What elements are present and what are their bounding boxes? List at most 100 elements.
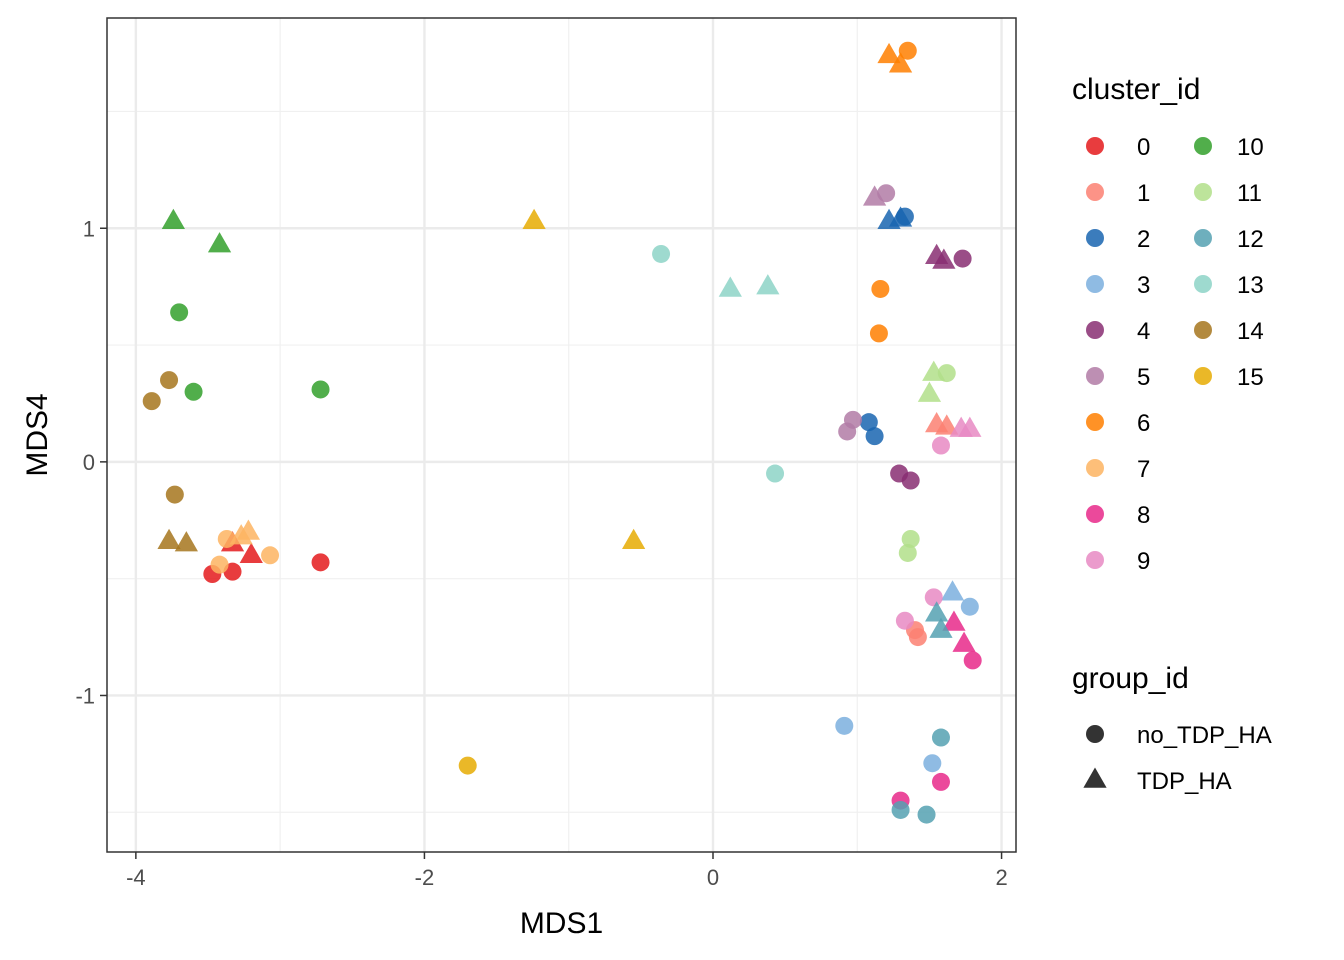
data-point-cluster-7: cluster 7, no_TDP_HA: (-3.42, -0.44) [210,555,229,574]
cluster-legend-key-3 [1086,275,1104,293]
cluster-legend-key-0 [1086,137,1104,155]
data-point-cluster-10: cluster 10, no_TDP_HA: (-3.7, 0.64) [170,303,189,322]
data-point-cluster-12: cluster 12, no_TDP_HA: (1.3, -1.49) [891,800,910,819]
data-point-cluster-8: cluster 8, TDP_HA: (1.67, -0.69) [942,610,966,631]
data-point-cluster-9: cluster 9, no_TDP_HA: (1.53, -0.58) [924,588,943,607]
cluster-legend-label-10: 10 [1237,134,1264,161]
data-point-cluster-4: cluster 4, TDP_HA: (1.6, 0.86) [932,248,956,269]
data-point-cluster-12: cluster 12, no_TDP_HA: (1.48, -1.51) [917,805,936,824]
cluster-legend-label-7: 7 [1137,456,1150,483]
cluster-legend-label-2: 2 [1137,226,1150,253]
data-point-cluster-14: cluster 14, no_TDP_HA: (-3.77, 0.35) [160,371,179,390]
data-point-cluster-8: cluster 8, TDP_HA: (1.74, -0.78) [952,631,976,652]
cluster-legend-key-7 [1086,459,1104,477]
data-point-cluster-6: cluster 6, no_TDP_HA: (1.35, 1.76) [898,41,917,60]
data-point-cluster-6: cluster 6, TDP_HA: (1.3, 1.7) [888,52,913,73]
cluster-legend-label-8: 8 [1137,502,1150,529]
data-point-cluster-0: cluster 0, no_TDP_HA: (-2.72, -0.43) [311,553,330,572]
group-legend-key-no_TDP_HA [1086,725,1104,743]
cluster-legend-key-15 [1194,367,1212,385]
cluster-legend-key-2 [1086,229,1104,247]
cluster-legend-key-8 [1086,505,1104,523]
axis-ticks [100,227,1003,859]
cluster-legend-label-12: 12 [1237,226,1264,253]
data-point-cluster-1: cluster 1, no_TDP_HA: (1.42, -0.75) [908,628,927,647]
data-point-cluster-3: cluster 3, no_TDP_HA: (0.91, -1.13) [835,716,854,735]
panel-border [106,17,1017,853]
tick-labels: -4 -2 0 2 -1 0 1 [75,216,1007,890]
data-point-cluster-12: cluster 12, TDP_HA: (1.55, -0.65) [925,601,949,622]
data-point-cluster-5: cluster 5, no_TDP_HA: (0.97, 0.18) [843,410,862,429]
cluster-legend-key-4 [1086,321,1104,339]
data-point-cluster-6: cluster 6, no_TDP_HA: (1.15, 0.55) [869,324,888,343]
data-point-cluster-9: cluster 9, TDP_HA: (1.78, 0.14) [958,416,982,437]
cluster-legend-label-14: 14 [1237,318,1264,345]
x-tick-label: -2 [415,865,435,890]
data-point-cluster-8: cluster 8, no_TDP_HA: (1.58, -1.37) [931,772,950,791]
data-point-cluster-14: cluster 14, no_TDP_HA: (-3.89, 0.26) [142,392,161,411]
data-point-cluster-11: cluster 11, no_TDP_HA: (1.37, -0.33) [901,529,920,548]
cluster-legend-label-4: 4 [1137,318,1150,345]
data-point-cluster-14: cluster 14, TDP_HA: (-3.77, -0.34) [157,528,181,550]
x-tick-label: 2 [995,865,1007,890]
data-point-cluster-14: cluster 14, TDP_HA: (-3.65, -0.35) [174,531,198,552]
data-point-cluster-10: cluster 10, no_TDP_HA: (-3.6, 0.3) [184,382,203,401]
cluster-legend-label-0: 0 [1137,134,1150,161]
data-point-cluster-2: cluster 2, no_TDP_HA: (1.12, 0.11) [865,427,884,446]
data-point-cluster-4: cluster 4, no_TDP_HA: (1.37, -0.08) [901,471,920,490]
group-legend-label-TDP_HA: TDP_HA [1137,768,1232,795]
data-point-cluster-1: cluster 1, TDP_HA: (1.62, 0.15) [935,414,959,435]
data-point-cluster-6: cluster 6, no_TDP_HA: (1.16, 0.74) [871,279,890,298]
data-point-cluster-12: cluster 12, no_TDP_HA: (1.58, -1.18) [931,728,950,747]
data-point-cluster-2: cluster 2, no_TDP_HA: (1.08, 0.17) [859,413,878,432]
group-legend-key-TDP_HA [1083,767,1107,788]
cluster-legend-label-11: 11 [1237,180,1262,207]
data-point-cluster-13: cluster 13, TDP_HA: (0.12, 0.74) [718,276,742,297]
cluster-legend-title: cluster_id [1072,73,1200,106]
minor-gridlines [107,18,1016,852]
cluster-legend-key-5 [1086,367,1104,385]
data-point-cluster-15: cluster 15, TDP_HA: (-0.55, -0.34) [622,528,646,550]
cluster-legend-key-11 [1194,183,1212,201]
data-point-cluster-15: cluster 15, no_TDP_HA: (-1.7, -1.3) [458,756,477,775]
group-legend: group_id no_TDP_HA TDP_HA [1072,662,1272,795]
y-tick-label: 0 [83,450,95,475]
y-tick-label: -1 [75,683,95,708]
cluster-legend-label-1: 1 [1137,180,1150,207]
data-point-cluster-11: cluster 11, TDP_HA: (1.53, 0.38) [922,360,946,381]
cluster-legend-label-5: 5 [1137,364,1150,391]
cluster-legend-label-6: 6 [1137,410,1150,437]
cluster-legend-key-14 [1194,321,1212,339]
data-point-cluster-9: cluster 9, no_TDP_HA: (1.33, -0.68) [895,611,914,630]
cluster-legend-label-9: 9 [1137,548,1150,575]
x-axis-title: MDS1 [520,907,603,940]
group-legend-title: group_id [1072,662,1189,695]
data-point-cluster-6: cluster 6, TDP_HA: (1.22, 1.74) [877,42,901,64]
cluster-legend-label-13: 13 [1237,272,1264,299]
data-point-cluster-11: cluster 11, TDP_HA: (1.5, 0.29) [917,381,942,402]
x-tick-label: 0 [707,865,719,890]
data-point-cluster-13: cluster 13, TDP_HA: (0.38, 0.75) [756,274,780,295]
data-point-cluster-13: cluster 13, no_TDP_HA: (0.43, -0.05) [766,464,785,483]
data-point-cluster-10: cluster 10, TDP_HA: (-3.42, 0.93) [207,232,232,253]
data-point-cluster-12: cluster 12, TDP_HA: (1.58, -0.72) [929,617,953,638]
data-point-cluster-5: cluster 5, TDP_HA: (1.12, 1.13) [862,185,887,206]
data-points: cluster 0, no_TDP_HA: (-3.47, -0.48)clus… [142,41,982,824]
data-point-cluster-7: cluster 7, no_TDP_HA: (-3.07, -0.4) [261,546,280,565]
data-point-cluster-14: cluster 14, no_TDP_HA: (-3.73, -0.14) [165,485,184,504]
group-legend-label-no_TDP_HA: no_TDP_HA [1137,722,1272,749]
cluster-legend-key-1 [1086,183,1104,201]
data-point-cluster-8: cluster 8, no_TDP_HA: (1.8, -0.85) [963,651,982,670]
x-tick-label: -4 [126,865,146,890]
data-point-cluster-10: cluster 10, no_TDP_HA: (-2.72, 0.31) [311,380,330,399]
cluster-legend-key-9 [1086,551,1104,569]
data-point-cluster-10: cluster 10, TDP_HA: (-3.74, 1.03) [161,208,185,229]
data-point-cluster-7: cluster 7, TDP_HA: (-3.22, -0.3) [236,519,261,540]
data-point-cluster-3: cluster 3, TDP_HA: (1.66, -0.56) [940,580,965,601]
data-point-cluster-13: cluster 13, no_TDP_HA: (-0.36, 0.89) [652,244,671,263]
y-tick-label: 1 [83,216,95,241]
cluster-legend-key-12 [1194,229,1212,247]
cluster-legend-label-3: 3 [1137,272,1150,299]
